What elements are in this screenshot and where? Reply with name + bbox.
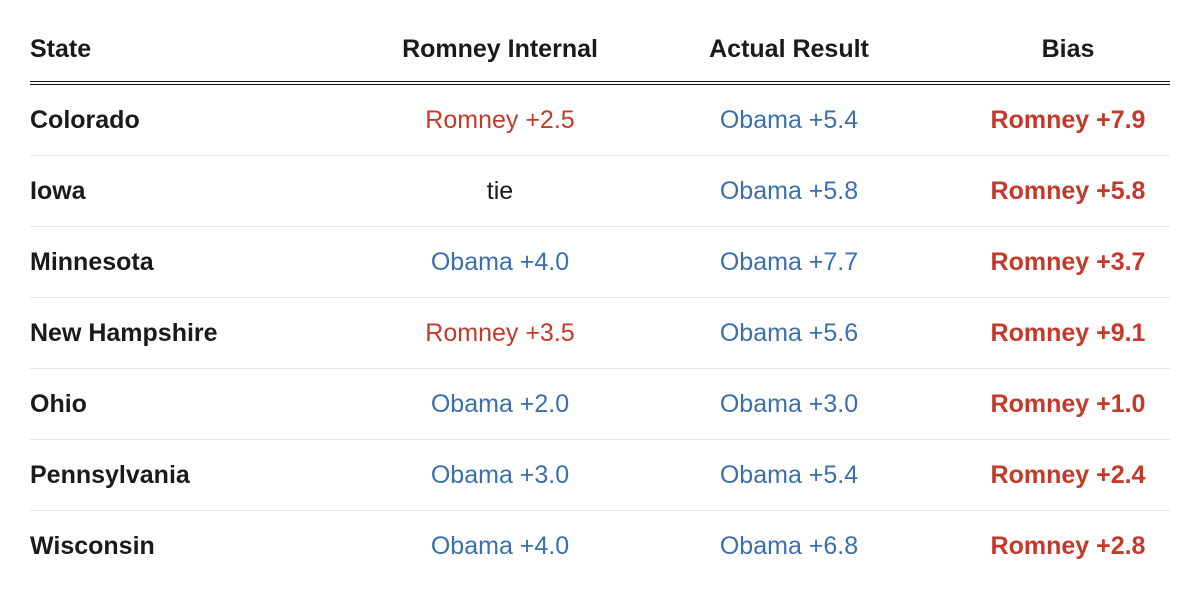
bias-cell: Romney +1.0: [966, 368, 1170, 440]
actual-result-cell: Obama +5.4: [719, 105, 859, 134]
state-cell: Minnesota: [30, 226, 388, 298]
table-row: Pennsylvania Obama +3.0 Obama +5.4 Romney +…: [30, 439, 1170, 511]
bias-cell: Romney +2.8: [966, 510, 1170, 581]
column-header-romney-internal: Romney Internal: [388, 18, 612, 85]
actual-result-cell: Obama +6.8: [612, 510, 966, 581]
actual-result-cell: Obama +7.7: [612, 226, 966, 298]
actual-result-cell: Obama +5.4: [612, 439, 966, 511]
romney-internal-cell: Romney +2.5: [425, 105, 575, 134]
romney-internal-cell: Obama +2.0: [388, 368, 612, 440]
table-row: New Hampshire Romney +3.5 Obama +5.6 Romney…: [30, 297, 1170, 369]
table-header: State Romney Internal Actual Result Bias: [30, 18, 1170, 85]
poll-bias-table: State Romney Internal Actual Result Bias…: [30, 18, 1170, 581]
romney-internal-cell: Obama +4.0: [388, 226, 612, 298]
actual-result-cell: Obama +5.8: [612, 155, 966, 227]
actual-result-cell: Obama +3.0: [612, 368, 966, 440]
state-cell: New Hampshire: [30, 297, 388, 369]
bias-cell: Romney +2.4: [966, 439, 1170, 511]
romney-internal-cell: Romney +3.5: [388, 297, 612, 369]
poll-table-container: State Romney Internal Actual Result Bias…: [30, 18, 1170, 581]
state-cell: Iowa: [30, 155, 388, 227]
state-cell: Ohio: [30, 368, 388, 440]
header-row: State Romney Internal Actual Result Bias: [30, 18, 1170, 85]
romney-internal-cell: Obama +3.0: [388, 439, 612, 511]
table-row: Colorado Romney +2.5 Obama +5.4 Romney +7.9: [30, 83, 1170, 156]
table-row: Iowa tie Obama +5.8 Romney +5.8: [30, 155, 1170, 227]
state-cell: Colorado: [30, 105, 140, 134]
table-body: Colorado Romney +2.5 Obama +5.4 Romney +7.9…: [30, 83, 1170, 581]
table-row: Minnesota Obama +4.0 Obama +7.7 Romney +3.7: [30, 226, 1170, 298]
table-row: Wisconsin Obama +4.0 Obama +6.8 Romney +2.8: [30, 510, 1170, 581]
actual-result-cell: Obama +5.6: [612, 297, 966, 369]
column-header-bias: Bias: [966, 18, 1170, 85]
table-row: Ohio Obama +2.0 Obama +3.0 Romney +1.0: [30, 368, 1170, 440]
romney-internal-cell: Obama +4.0: [388, 510, 612, 581]
bias-cell: Romney +3.7: [966, 226, 1170, 298]
column-header-actual-result: Actual Result: [612, 18, 966, 85]
bias-cell: Romney +9.1: [966, 297, 1170, 369]
bias-cell: Romney +5.8: [966, 155, 1170, 227]
state-cell: Pennsylvania: [30, 439, 388, 511]
column-header-state: State: [30, 18, 388, 85]
state-cell: Wisconsin: [30, 510, 388, 581]
bias-cell: Romney +7.9: [990, 105, 1146, 134]
romney-internal-cell: tie: [388, 155, 612, 227]
